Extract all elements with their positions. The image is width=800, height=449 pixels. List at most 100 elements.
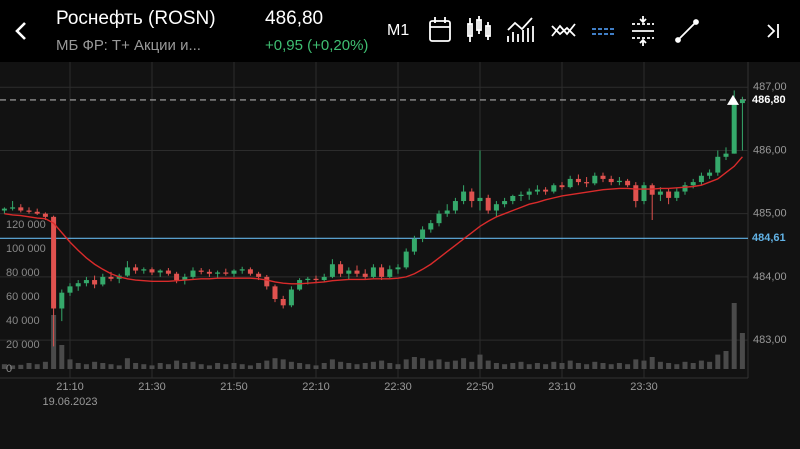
candle-body [182, 276, 188, 281]
volume-bar [288, 361, 294, 369]
candle-body [625, 180, 631, 186]
price-line-label: 484,61 [752, 232, 786, 244]
candle-body [239, 269, 245, 271]
candle-body [403, 251, 409, 268]
candle-body [452, 201, 458, 211]
candle-body [641, 185, 647, 202]
volume-bar [502, 364, 508, 369]
candle-body [518, 194, 524, 196]
volume-bar [198, 364, 204, 369]
volume-bar [461, 358, 467, 369]
volume-bar [190, 361, 196, 369]
y-tick-label: 483,00 [753, 334, 787, 346]
volume-bar [739, 333, 745, 369]
volume-bar [666, 363, 672, 369]
lines-icon[interactable] [592, 28, 614, 35]
candle-body [485, 197, 491, 211]
price-change: +0,95 (+0,20%) [265, 37, 369, 54]
volume-bar [428, 360, 434, 369]
volume-bar [707, 361, 713, 369]
timeframe-button[interactable]: M1 [387, 22, 410, 39]
candle-body [165, 270, 171, 274]
header: Роснефть (ROSN) 486,80 МБ ФР: Т+ Акции и… [0, 0, 800, 62]
candle-body [206, 271, 212, 274]
volume-bar [600, 363, 606, 369]
candle-body [551, 185, 557, 192]
volume-bar [297, 363, 303, 369]
candle-body [354, 270, 360, 274]
volume-bar [92, 361, 98, 369]
candle-body [288, 289, 294, 306]
volume-tick-label: 40 000 [6, 315, 40, 327]
candle-body [215, 272, 221, 274]
trendline-icon[interactable] [675, 19, 699, 43]
candle-body [690, 182, 696, 186]
indicators-icon[interactable] [507, 17, 534, 42]
candle-body [83, 280, 89, 284]
candle-body [231, 270, 237, 274]
candle-body [256, 273, 262, 277]
y-tick-label: 485,00 [753, 208, 787, 220]
candle-body [395, 267, 401, 270]
candle-body [370, 267, 376, 277]
volume-bar [239, 364, 245, 369]
volume-bar [354, 364, 360, 369]
volume-bar [321, 363, 327, 369]
volume-bar [182, 363, 188, 369]
candle-body [198, 270, 204, 272]
back-button[interactable] [10, 19, 34, 43]
candle-body [338, 264, 344, 274]
candle-body [567, 178, 573, 188]
moving-average-line [4, 156, 743, 285]
volume-tick-label: 0 [6, 363, 12, 375]
x-tick-label: 21:30 [138, 381, 166, 393]
volume-bar [116, 365, 122, 369]
volume-bar [411, 357, 417, 369]
volume-bar [379, 360, 385, 369]
volume-bar [584, 364, 590, 369]
candle-body [42, 213, 48, 217]
candle-body [657, 191, 663, 195]
volume-bar [723, 351, 729, 369]
volume-tick-label: 100 000 [6, 243, 46, 255]
volume-bar [141, 364, 147, 369]
exchange: МБ ФР: Т+ Акции и... [56, 37, 201, 54]
volume-bar [272, 358, 278, 369]
candles-icon[interactable] [467, 16, 491, 42]
candle-body [329, 264, 335, 277]
volume-bar [534, 363, 540, 369]
ticker-title: Роснефть (ROSN) [56, 8, 216, 29]
candle-body [526, 191, 532, 195]
chart-background [0, 62, 800, 449]
volume-bar [329, 359, 335, 369]
price-line-label: 486,80 [752, 94, 786, 106]
calendar-icon[interactable] [429, 17, 451, 42]
scroll-end-icon[interactable] [767, 24, 779, 38]
volume-bar [469, 361, 475, 369]
candle-body [108, 276, 114, 279]
x-tick-label: 21:50 [220, 381, 248, 393]
volume-bar [149, 365, 155, 369]
x-tick-label: 22:50 [466, 381, 494, 393]
drawing-icon[interactable] [551, 23, 576, 37]
volume-bar [403, 359, 409, 369]
x-tick-label: 22:30 [384, 381, 412, 393]
volume-bar [641, 360, 647, 369]
candle-body [346, 270, 352, 274]
candle-body [420, 229, 426, 239]
candle-body [682, 185, 688, 192]
volume-bar [206, 365, 212, 369]
candle-body [739, 99, 745, 104]
x-tick-label: 22:10 [302, 381, 330, 393]
levels-icon[interactable] [632, 16, 654, 46]
candle-body [428, 223, 434, 230]
candle-body [698, 175, 704, 183]
candle-body [469, 191, 475, 202]
volume-bar [559, 363, 565, 369]
candle-body [264, 276, 270, 287]
volume-bar [452, 360, 458, 369]
volume-bar [420, 358, 426, 369]
volume-bar [346, 363, 352, 369]
volume-bar [649, 357, 655, 369]
candle-body [387, 269, 393, 277]
